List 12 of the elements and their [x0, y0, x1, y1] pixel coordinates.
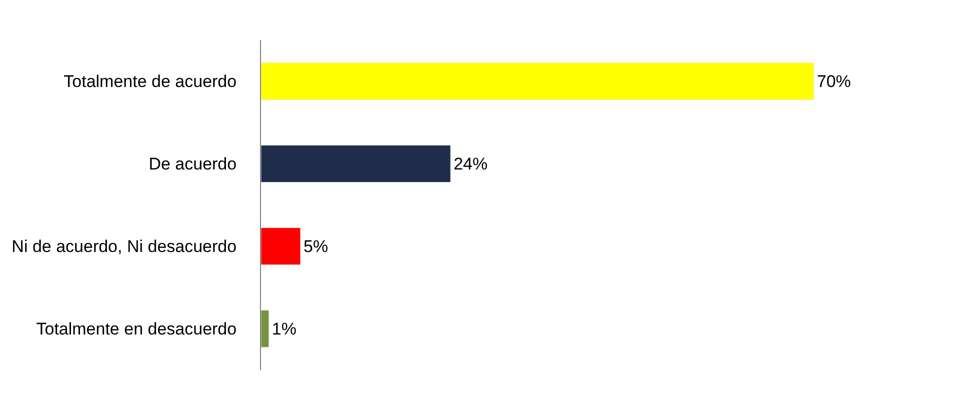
data-label: 5%	[303, 236, 328, 256]
bar	[261, 62, 814, 100]
y-tick-label: De acuerdo	[148, 154, 237, 174]
bar	[261, 227, 301, 266]
data-label: 1%	[272, 319, 296, 338]
y-tick-label: Totalmente en desacuerdo	[36, 320, 237, 339]
y-tick-label: Totalmente de acuerdo	[64, 72, 237, 92]
bar	[261, 310, 270, 348]
bar	[261, 144, 451, 183]
y-tick-label: Ni de acuerdo, Ni desacuerdo	[12, 237, 237, 256]
data-label: 70%	[816, 72, 851, 91]
data-label: 24%	[454, 154, 488, 174]
